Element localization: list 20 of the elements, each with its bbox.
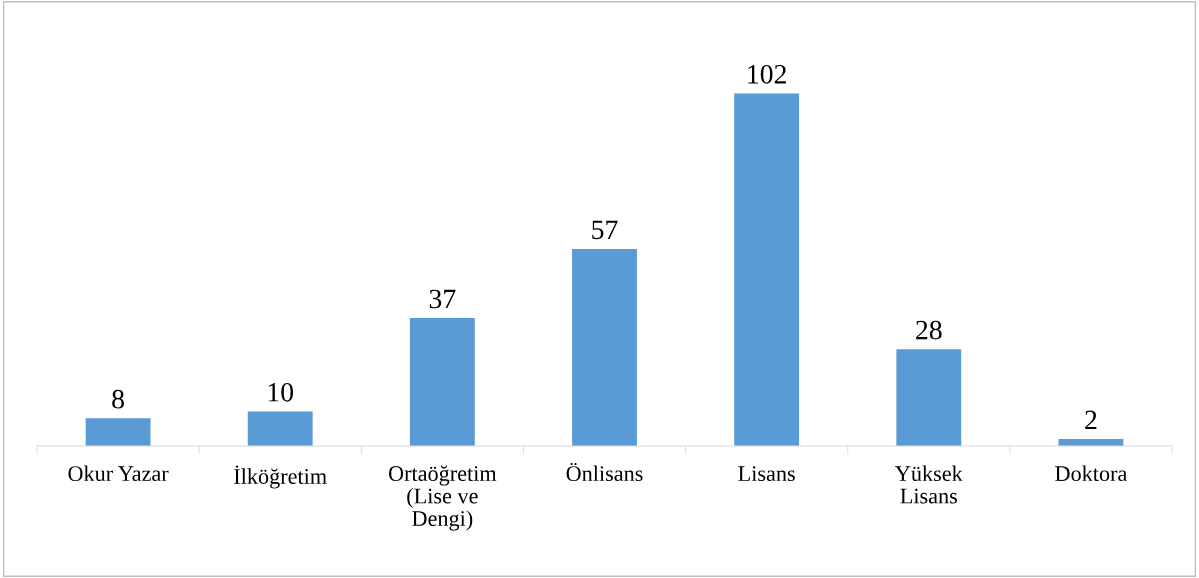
x-tick-label: Okur Yazar <box>68 465 169 482</box>
data-label: 10 <box>268 382 294 402</box>
data-label: 57 <box>592 220 618 240</box>
bar <box>896 349 962 446</box>
data-label: 102 <box>748 64 786 84</box>
x-tick-label: Yüksek Lisans <box>895 465 963 504</box>
x-tick-label: Lisans <box>738 466 795 482</box>
data-label: 2 <box>1085 410 1097 429</box>
data-label: 8 <box>112 389 124 409</box>
data-label: 37 <box>429 289 456 309</box>
x-tick-label: İlköğretim <box>234 465 327 489</box>
bar <box>572 248 637 446</box>
bar <box>85 418 151 446</box>
data-label: 28 <box>916 320 942 340</box>
x-tick-label: Önlisans <box>566 462 643 482</box>
bar <box>734 93 800 446</box>
bar <box>409 318 475 446</box>
x-tick-label: Doktora <box>1055 465 1128 482</box>
bar <box>247 411 313 446</box>
x-tick-label: Ortaöğretim (Lise ve Dengi) <box>388 465 497 531</box>
